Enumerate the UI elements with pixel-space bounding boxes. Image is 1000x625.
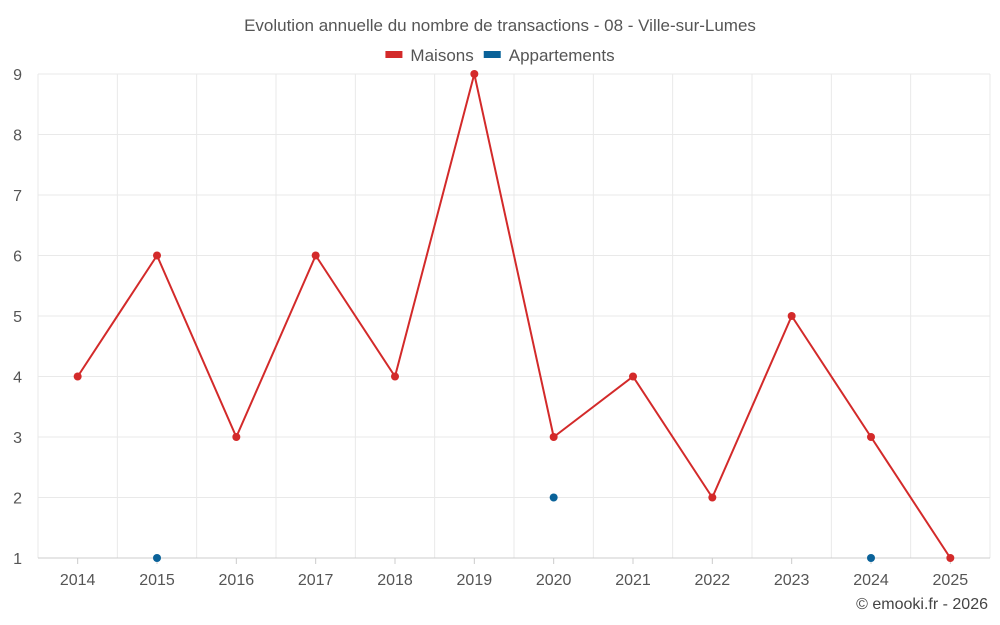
legend-swatch-maisons xyxy=(385,51,403,58)
data-point-maisons-2015 xyxy=(153,251,161,260)
y-axis-ticks: 1 2 3 4 5 6 7 8 9 xyxy=(13,67,22,568)
data-point-maisons-2019 xyxy=(470,70,479,78)
x-tick-label: 2018 xyxy=(377,572,413,589)
series-layer xyxy=(73,70,955,562)
x-tick-label: 2021 xyxy=(615,572,651,589)
y-tick-label: 2 xyxy=(13,491,22,508)
data-point-maisons-2017 xyxy=(311,251,320,260)
x-tick-label: 2017 xyxy=(298,572,334,589)
y-tick-label: 1 xyxy=(13,551,22,568)
data-point-maisons-2023 xyxy=(787,312,796,320)
legend-label-appartements: Appartements xyxy=(509,46,615,65)
y-tick-label: 5 xyxy=(13,309,22,326)
data-point-appartements-2020 xyxy=(549,493,558,502)
series-line-maisons xyxy=(76,73,952,559)
chart-title: Evolution annuelle du nombre de transact… xyxy=(244,16,756,35)
data-point-maisons-2025 xyxy=(946,554,955,562)
series-maisons xyxy=(73,70,955,562)
y-tick-label: 8 xyxy=(13,128,22,145)
x-tick-label: 2015 xyxy=(139,572,175,589)
x-tick-label: 2020 xyxy=(536,572,572,589)
x-axis-ticks: 2014 2015 2016 2017 2018 2019 2020 2021 2022 2023… xyxy=(60,558,968,589)
y-tick-label: 6 xyxy=(13,249,22,266)
data-point-maisons-2020 xyxy=(549,433,558,441)
credit-text: © emooki.fr - 2026 xyxy=(856,596,988,613)
data-point-maisons-2016 xyxy=(232,433,241,441)
data-point-maisons-2021 xyxy=(629,372,637,381)
data-point-maisons-2014 xyxy=(73,372,82,381)
x-tick-label: 2023 xyxy=(774,572,810,589)
y-tick-label: 4 xyxy=(13,370,22,387)
x-tick-label: 2025 xyxy=(933,572,969,589)
legend-swatch-appartements xyxy=(483,51,501,58)
data-point-maisons-2022 xyxy=(708,493,717,502)
x-tick-label: 2016 xyxy=(219,572,255,589)
data-point-maisons-2018 xyxy=(391,372,399,381)
data-point-appartements-2015 xyxy=(153,554,161,562)
x-tick-label: 2024 xyxy=(853,572,889,589)
y-tick-label: 3 xyxy=(13,430,22,447)
x-tick-label: 2022 xyxy=(695,572,731,589)
data-point-appartements-2024 xyxy=(867,554,875,562)
y-tick-label: 9 xyxy=(13,67,22,84)
series-appartements xyxy=(153,493,875,562)
data-point-maisons-2024 xyxy=(867,433,875,441)
legend: Maisons Appartements xyxy=(385,46,615,65)
legend-label-maisons: Maisons xyxy=(410,46,473,65)
grid xyxy=(37,73,991,559)
x-tick-label: 2014 xyxy=(60,572,96,589)
y-tick-label: 7 xyxy=(13,188,22,205)
x-tick-label: 2019 xyxy=(457,572,493,589)
